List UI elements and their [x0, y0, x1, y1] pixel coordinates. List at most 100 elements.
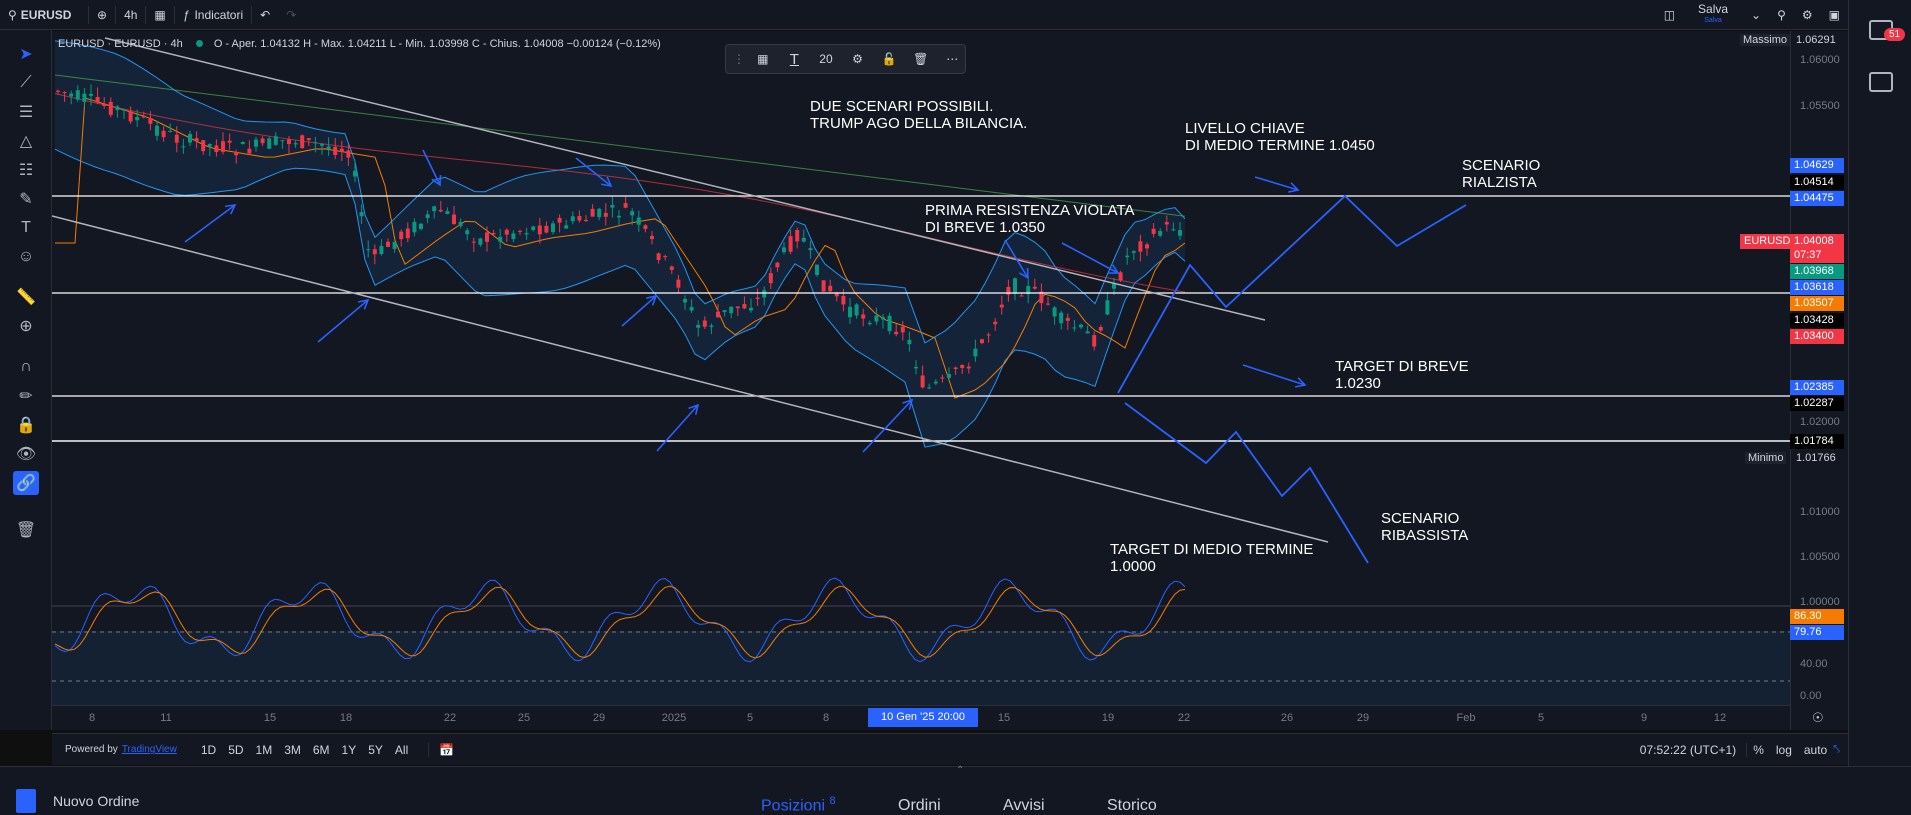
- new-order-icon[interactable]: [16, 789, 36, 813]
- candle-body: [491, 233, 496, 235]
- auto-toggle[interactable]: auto: [1803, 742, 1828, 757]
- candle-body: [729, 306, 734, 314]
- snapshot-button[interactable]: ▣: [1821, 0, 1848, 30]
- annotation-scenario-rialzista[interactable]: SCENARIO RIALZISTA: [1462, 157, 1541, 191]
- fib-tool-icon[interactable]: ☰: [18, 104, 34, 121]
- legend-title[interactable]: EURUSD · EURUSD · 4h: [58, 38, 183, 50]
- candle-body: [155, 125, 159, 136]
- percent-toggle[interactable]: %: [1746, 742, 1770, 757]
- chart-type-button[interactable]: ▦: [146, 0, 173, 30]
- magnet-tool-icon[interactable]: ∩: [20, 358, 32, 375]
- candle-body: [128, 111, 133, 122]
- annotation-target-medio[interactable]: TARGET DI MEDIO TERMINE 1.0000: [1110, 541, 1314, 575]
- symbol-search[interactable]: ⚲ EURUSD: [0, 0, 88, 30]
- new-order-button[interactable]: Nuovo Ordine: [53, 793, 140, 809]
- forecast-tool-icon[interactable]: ☷: [18, 162, 34, 179]
- trash-tool-icon[interactable]: 🗑: [15, 522, 37, 539]
- range-all[interactable]: All: [394, 742, 409, 757]
- more-icon[interactable]: ⋯: [946, 52, 959, 66]
- annotation-arrow: [1254, 176, 1299, 191]
- text-color-icon[interactable]: T: [789, 50, 799, 68]
- tradingview-link[interactable]: TradingView: [121, 744, 177, 755]
- tab-history[interactable]: Storico: [1107, 797, 1157, 814]
- right-sidebar: 51: [1848, 0, 1911, 815]
- candle-body: [392, 241, 397, 249]
- range-3m[interactable]: 3M: [284, 742, 301, 757]
- tab-orders[interactable]: Ordini: [898, 797, 941, 814]
- cursor-tool-icon[interactable]: ➤: [19, 46, 33, 63]
- stay-drawing-tool-icon[interactable]: ✏: [19, 388, 33, 405]
- candle-body: [1052, 307, 1057, 317]
- drag-handle-icon[interactable]: ⋮: [733, 52, 745, 66]
- undo-button[interactable]: ↶: [252, 0, 278, 30]
- tab-alerts[interactable]: Avvisi: [1003, 797, 1045, 814]
- annotation-livello-chiave[interactable]: LIVELLO CHIAVE DI MEDIO TERMINE 1.0450: [1185, 120, 1375, 154]
- range-1d[interactable]: 1D: [200, 742, 217, 757]
- candle-body: [630, 211, 635, 216]
- layout-icon: ◫: [1663, 7, 1676, 22]
- annotation-prima-resistenza[interactable]: PRIMA RESISTENZA VIOLATA DI BREVE 1.0350: [925, 202, 1135, 236]
- font-size-button[interactable]: 20: [819, 52, 833, 66]
- annotation-due-scenari[interactable]: DUE SCENARI POSSIBILI. TRUMP AGO DELLA B…: [810, 98, 1028, 132]
- compare-button[interactable]: ⊕: [89, 0, 115, 30]
- candle-body: [650, 235, 654, 240]
- goto-date-icon[interactable]: 📅: [428, 742, 454, 757]
- save-dropdown-button[interactable]: ⌄: [1743, 0, 1769, 30]
- lock-tool-icon[interactable]: 🔒: [16, 417, 36, 434]
- indicators-button[interactable]: ƒ Indicatori: [175, 0, 251, 30]
- clock-label[interactable]: 07:52:22 (UTC+1): [1639, 742, 1737, 757]
- range-1y[interactable]: 1Y: [341, 742, 357, 757]
- save-button[interactable]: Salva Salva: [1683, 0, 1743, 30]
- layout-button[interactable]: ◫: [1656, 0, 1683, 30]
- emoji-tool-icon[interactable]: ☺: [17, 248, 35, 265]
- range-1m[interactable]: 1M: [255, 742, 273, 757]
- scroll-to-realtime-icon[interactable]: ☉: [1812, 710, 1824, 725]
- range-6m[interactable]: 6M: [312, 742, 330, 757]
- quick-search-button[interactable]: ⚲: [1769, 0, 1794, 30]
- time-tick-label: 5: [1537, 712, 1545, 724]
- settings-button[interactable]: ⚙: [1794, 0, 1821, 30]
- interval-button[interactable]: 4h: [116, 0, 145, 30]
- candle-body: [1138, 241, 1143, 252]
- tab-positions[interactable]: Posizioni 8: [761, 795, 836, 815]
- chart-area[interactable]: [52, 31, 1848, 730]
- candle-body: [900, 326, 905, 333]
- candle-body: [993, 321, 998, 325]
- fx-icon: ƒ: [182, 7, 190, 22]
- range-5y[interactable]: 5Y: [368, 742, 383, 757]
- collapse-panel-icon[interactable]: ⌃: [956, 765, 965, 776]
- hide-tool-icon[interactable]: 👁: [15, 446, 37, 463]
- text-tool-icon[interactable]: T: [21, 219, 31, 236]
- candle-body: [419, 223, 423, 229]
- candle-body: [273, 136, 278, 145]
- pattern-tool-icon[interactable]: △: [19, 133, 33, 150]
- link-tool-icon[interactable]: 🔗: [13, 471, 39, 495]
- price-chart[interactable]: [52, 31, 1848, 730]
- oscillator-tag: 86.30: [1790, 609, 1844, 624]
- redo-button[interactable]: ↷: [278, 0, 304, 30]
- candle-body: [564, 225, 569, 229]
- lock-icon[interactable]: 🔓: [881, 52, 897, 66]
- candle-body: [980, 339, 984, 344]
- annotation-scenario-ribassista[interactable]: SCENARIO RIBASSISTA: [1381, 510, 1469, 544]
- range-5d[interactable]: 5D: [228, 742, 244, 757]
- candle-body: [1178, 230, 1182, 236]
- trendline-tool-icon[interactable]: ⟋: [20, 74, 32, 91]
- annotation-target-breve[interactable]: TARGET DI BREVE 1.0230: [1335, 358, 1469, 392]
- top-toolbar: ⚲ EURUSD ⊕ 4h ▦ ƒ Indicatori ↶ ↷ ◫ Salva…: [0, 0, 1911, 30]
- template-icon[interactable]: ▦: [757, 52, 769, 66]
- zoom-in-tool-icon[interactable]: ⊕: [19, 318, 33, 335]
- candle-body: [722, 310, 727, 312]
- log-toggle[interactable]: log: [1775, 742, 1792, 757]
- candle-body: [148, 117, 153, 124]
- scale-icon[interactable]: ⤣: [1833, 742, 1840, 756]
- ruler-tool-icon[interactable]: 📏: [16, 289, 36, 306]
- axis-label: 1.00000: [1800, 596, 1840, 608]
- brush-tool-icon[interactable]: ✎: [19, 191, 33, 208]
- trash-icon[interactable]: 🗑: [913, 52, 929, 66]
- time-cursor-label: 10 Gen '25 20:00: [868, 708, 978, 727]
- news-icon[interactable]: [1869, 72, 1893, 92]
- gear-icon[interactable]: ⚙: [852, 52, 863, 66]
- time-tick-label: 29: [592, 712, 606, 724]
- candle-body: [867, 322, 872, 325]
